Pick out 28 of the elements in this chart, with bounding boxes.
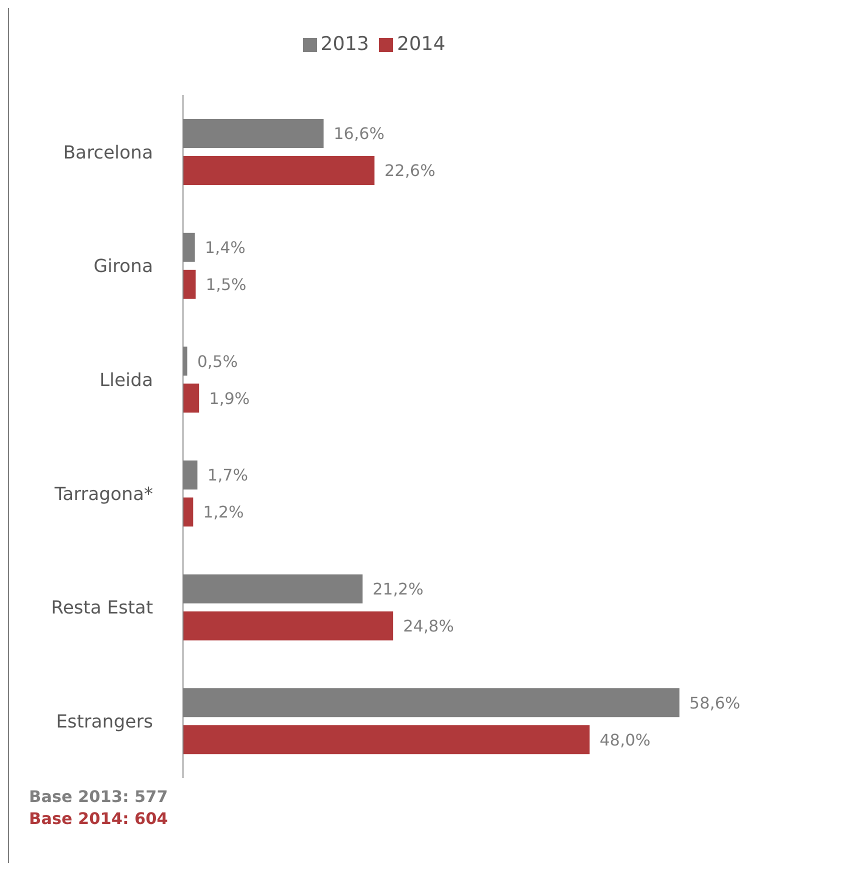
legend-label: 2014 [397, 33, 446, 55]
data-label: 0,5% [197, 352, 238, 371]
data-label: 22,6% [384, 161, 436, 180]
bar [183, 270, 196, 299]
bar [183, 498, 194, 526]
text: Base 2014: 604 [29, 808, 168, 830]
y-tick-label: Resta Estat [51, 598, 153, 619]
y-tick-label: Estrangers [56, 711, 153, 732]
data-label: 1,7% [207, 466, 248, 485]
bar [183, 384, 200, 413]
y-tick-label: Lleida [99, 370, 153, 391]
data-label: 58,6% [689, 693, 740, 712]
y-tick-label: Barcelona [63, 142, 153, 164]
data-label: 16,6% [334, 124, 384, 144]
data-label: 1,9% [209, 388, 250, 408]
data-label: 24,8% [403, 616, 454, 636]
bar [183, 156, 374, 185]
data-label: 1,2% [203, 502, 244, 522]
text: Base 2013: 577 [29, 786, 168, 808]
data-label: 48,0% [600, 730, 650, 750]
y-tick-label: Tarragona* [54, 484, 153, 505]
data-label: 1,4% [204, 238, 246, 257]
legend-label: 2013 [320, 33, 369, 55]
data-label: 1,5% [206, 274, 246, 294]
y-tick-label: Girona [94, 256, 153, 278]
bar [183, 611, 394, 640]
data-label: 21,2% [372, 579, 424, 598]
bar [183, 725, 590, 754]
